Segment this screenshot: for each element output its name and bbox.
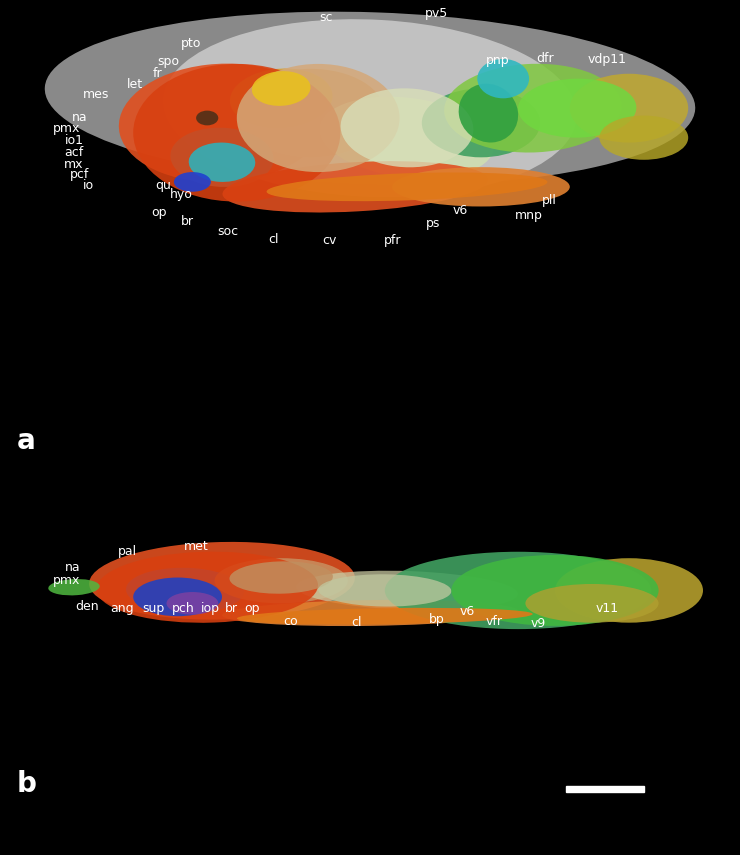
- Ellipse shape: [555, 558, 703, 622]
- Text: den: den: [75, 600, 99, 613]
- Ellipse shape: [119, 63, 325, 182]
- Ellipse shape: [459, 84, 518, 143]
- Text: pnp: pnp: [485, 55, 509, 68]
- Text: v9: v9: [531, 616, 546, 630]
- Ellipse shape: [525, 584, 659, 622]
- Text: ang: ang: [110, 602, 134, 615]
- Ellipse shape: [230, 68, 332, 128]
- Text: v11: v11: [595, 602, 619, 615]
- Text: met: met: [184, 540, 209, 553]
- Text: acf: acf: [64, 146, 84, 159]
- Ellipse shape: [237, 64, 400, 172]
- Ellipse shape: [320, 97, 494, 179]
- Text: op: op: [244, 602, 259, 615]
- Text: pch: pch: [172, 602, 195, 615]
- Ellipse shape: [189, 143, 255, 182]
- Text: mes: mes: [83, 88, 110, 101]
- Text: pv5: pv5: [425, 7, 448, 21]
- Text: pll: pll: [542, 194, 556, 207]
- Text: v6: v6: [453, 203, 468, 217]
- Ellipse shape: [222, 600, 518, 626]
- Text: pcf: pcf: [70, 168, 90, 181]
- Text: qu: qu: [155, 180, 171, 192]
- Ellipse shape: [133, 64, 340, 202]
- Text: na: na: [64, 562, 81, 575]
- Text: pto: pto: [181, 37, 201, 50]
- Ellipse shape: [45, 12, 695, 185]
- Ellipse shape: [164, 19, 576, 198]
- Text: b: b: [16, 770, 36, 799]
- Ellipse shape: [252, 71, 311, 106]
- Text: Fig. 3.  HRXCT model of skull and anterior body of Hoplomyzon cardosoi, MCNG 375: Fig. 3. HRXCT model of skull and anterio…: [53, 832, 687, 846]
- Text: mnp: mnp: [515, 209, 543, 221]
- Text: io1: io1: [64, 134, 84, 147]
- Ellipse shape: [237, 69, 385, 157]
- Bar: [566, 786, 644, 792]
- Ellipse shape: [477, 59, 529, 98]
- Ellipse shape: [266, 173, 548, 201]
- Text: cl: cl: [352, 616, 362, 629]
- Text: spo: spo: [158, 55, 180, 68]
- Text: a: a: [16, 427, 35, 455]
- Text: br: br: [224, 602, 238, 615]
- Text: bp: bp: [428, 613, 445, 626]
- Ellipse shape: [570, 74, 688, 143]
- Text: op: op: [152, 206, 166, 219]
- Text: pmx: pmx: [53, 574, 80, 587]
- Ellipse shape: [392, 168, 570, 206]
- Ellipse shape: [237, 608, 533, 624]
- Text: let: let: [127, 78, 144, 91]
- Ellipse shape: [215, 558, 348, 604]
- Ellipse shape: [223, 161, 488, 213]
- Text: co: co: [283, 615, 298, 628]
- Ellipse shape: [89, 542, 355, 620]
- Text: pal: pal: [118, 545, 137, 558]
- Ellipse shape: [444, 64, 622, 152]
- Text: hyo: hyo: [170, 188, 192, 201]
- Ellipse shape: [96, 551, 318, 622]
- Text: v6: v6: [460, 604, 475, 618]
- Text: vfr: vfr: [486, 615, 502, 628]
- Text: br: br: [181, 215, 194, 227]
- Text: cl: cl: [269, 233, 279, 246]
- Ellipse shape: [133, 577, 222, 616]
- Ellipse shape: [166, 592, 218, 615]
- Ellipse shape: [229, 562, 333, 593]
- Ellipse shape: [518, 79, 636, 138]
- Text: mx: mx: [64, 157, 84, 171]
- Ellipse shape: [340, 88, 474, 168]
- Text: cv: cv: [322, 234, 337, 247]
- Ellipse shape: [174, 172, 211, 192]
- Text: pfr: pfr: [383, 234, 401, 247]
- Ellipse shape: [48, 579, 100, 595]
- Text: dfr: dfr: [536, 51, 554, 64]
- Ellipse shape: [385, 551, 651, 629]
- Ellipse shape: [126, 568, 244, 613]
- Ellipse shape: [599, 115, 688, 160]
- Text: na: na: [72, 110, 88, 123]
- Text: sc: sc: [319, 11, 332, 24]
- Ellipse shape: [170, 127, 274, 187]
- Text: sup: sup: [143, 602, 165, 615]
- Ellipse shape: [422, 88, 540, 157]
- Text: pmx: pmx: [53, 122, 80, 135]
- Ellipse shape: [296, 570, 518, 610]
- Text: ps: ps: [425, 217, 440, 230]
- Text: vdp11: vdp11: [588, 54, 626, 67]
- Text: iop: iop: [201, 602, 220, 615]
- Text: fr: fr: [152, 67, 163, 80]
- Ellipse shape: [318, 575, 451, 606]
- Ellipse shape: [451, 555, 659, 626]
- Ellipse shape: [196, 110, 218, 126]
- Text: soc: soc: [218, 225, 238, 238]
- Text: io: io: [83, 180, 95, 192]
